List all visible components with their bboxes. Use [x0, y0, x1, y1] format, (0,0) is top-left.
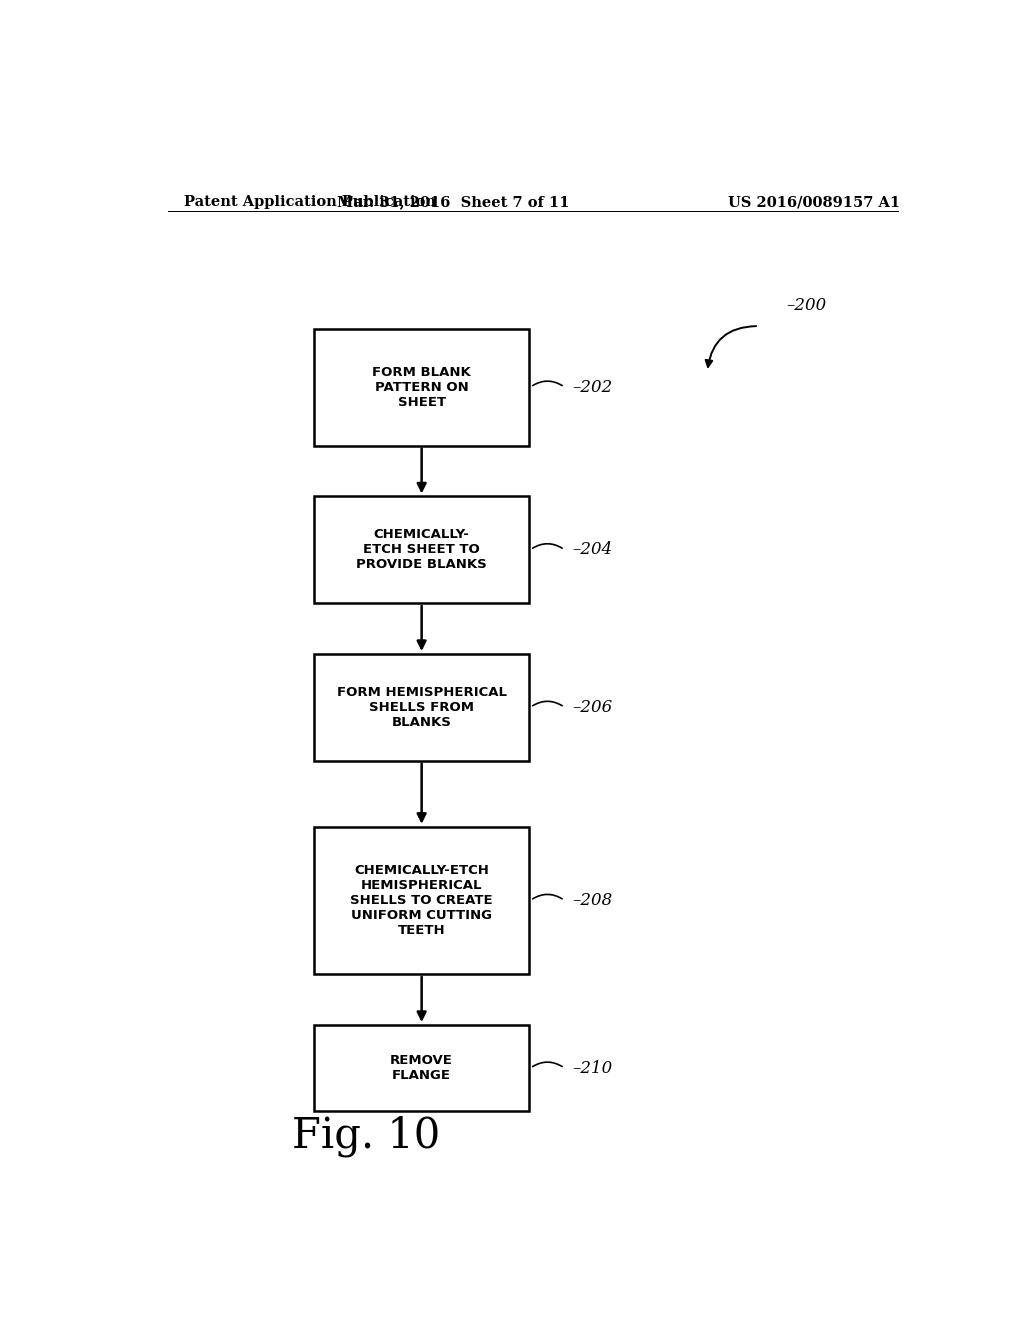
Bar	[314, 653, 528, 760]
Text: –210: –210	[572, 1060, 612, 1077]
Text: US 2016/0089157 A1: US 2016/0089157 A1	[728, 195, 900, 209]
Bar	[314, 496, 528, 603]
Text: Mar. 31, 2016  Sheet 7 of 11: Mar. 31, 2016 Sheet 7 of 11	[337, 195, 569, 209]
Text: FORM HEMISPHERICAL
SHELLS FROM
BLANKS: FORM HEMISPHERICAL SHELLS FROM BLANKS	[337, 686, 507, 729]
Text: –204: –204	[572, 541, 612, 558]
Text: Fig. 10: Fig. 10	[292, 1115, 440, 1158]
Bar	[314, 1024, 528, 1111]
Text: –200: –200	[786, 297, 827, 314]
Text: Patent Application Publication: Patent Application Publication	[183, 195, 435, 209]
Bar	[314, 826, 528, 974]
Text: FORM BLANK
PATTERN ON
SHEET: FORM BLANK PATTERN ON SHEET	[373, 366, 471, 409]
Text: –206: –206	[572, 698, 612, 715]
Text: –208: –208	[572, 892, 612, 909]
Text: –202: –202	[572, 379, 612, 396]
Bar	[314, 329, 528, 446]
Text: REMOVE
FLANGE: REMOVE FLANGE	[390, 1055, 453, 1082]
Text: CHEMICALLY-
ETCH SHEET TO
PROVIDE BLANKS: CHEMICALLY- ETCH SHEET TO PROVIDE BLANKS	[356, 528, 487, 572]
Text: CHEMICALLY-ETCH
HEMISPHERICAL
SHELLS TO CREATE
UNIFORM CUTTING
TEETH: CHEMICALLY-ETCH HEMISPHERICAL SHELLS TO …	[350, 863, 493, 937]
